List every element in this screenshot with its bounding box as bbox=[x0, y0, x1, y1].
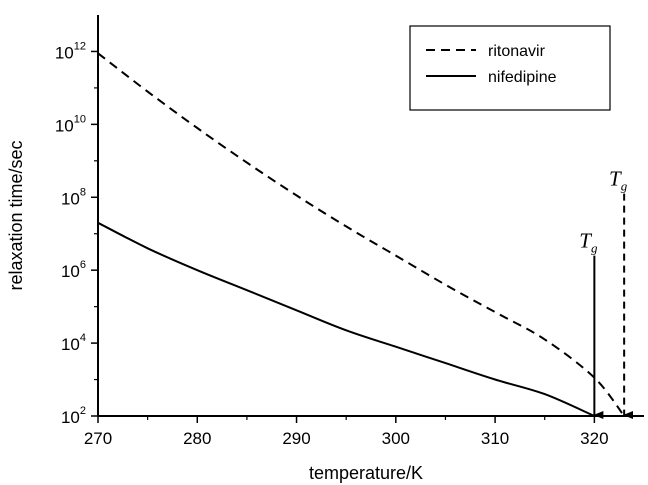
x-tick-label: 310 bbox=[481, 429, 509, 448]
x-tick-label: 290 bbox=[282, 429, 310, 448]
y-tick-label: 1012 bbox=[55, 40, 86, 62]
y-axis-label: relaxation time/sec bbox=[6, 140, 26, 290]
x-tick-label: 300 bbox=[382, 429, 410, 448]
tg-label-ritonavir: Tg bbox=[609, 167, 628, 194]
plot-frame bbox=[97, 15, 644, 417]
legend: ritonavir nifedipine bbox=[409, 25, 611, 111]
x-axis-label: temperature/K bbox=[309, 463, 423, 483]
x-tick-label: 280 bbox=[183, 429, 211, 448]
y-tick-label: 108 bbox=[61, 186, 86, 208]
tg-annotations: Tg Tg bbox=[579, 167, 634, 419]
series-layer bbox=[97, 52, 625, 417]
series-line-nifedipine bbox=[97, 221, 595, 417]
y-tick-label: 1010 bbox=[55, 113, 86, 135]
tg-label-nifedipine: Tg bbox=[579, 229, 598, 256]
y-tick-label: 106 bbox=[61, 259, 86, 281]
legend-label-ritonavir: ritonavir bbox=[488, 43, 546, 60]
x-axis-ticks: 270 280 290 300 310 320 bbox=[84, 416, 609, 448]
legend-label-nifedipine: nifedipine bbox=[488, 69, 557, 86]
legend-box bbox=[409, 25, 611, 111]
series-line-ritonavir bbox=[97, 52, 625, 417]
x-tick-label: 270 bbox=[84, 429, 112, 448]
y-axis-ticks: 102 104 106 108 1010 1012 bbox=[55, 40, 98, 427]
y-tick-label: 104 bbox=[61, 332, 86, 354]
y-tick-label: 102 bbox=[61, 405, 86, 427]
x-tick-label: 320 bbox=[580, 429, 608, 448]
